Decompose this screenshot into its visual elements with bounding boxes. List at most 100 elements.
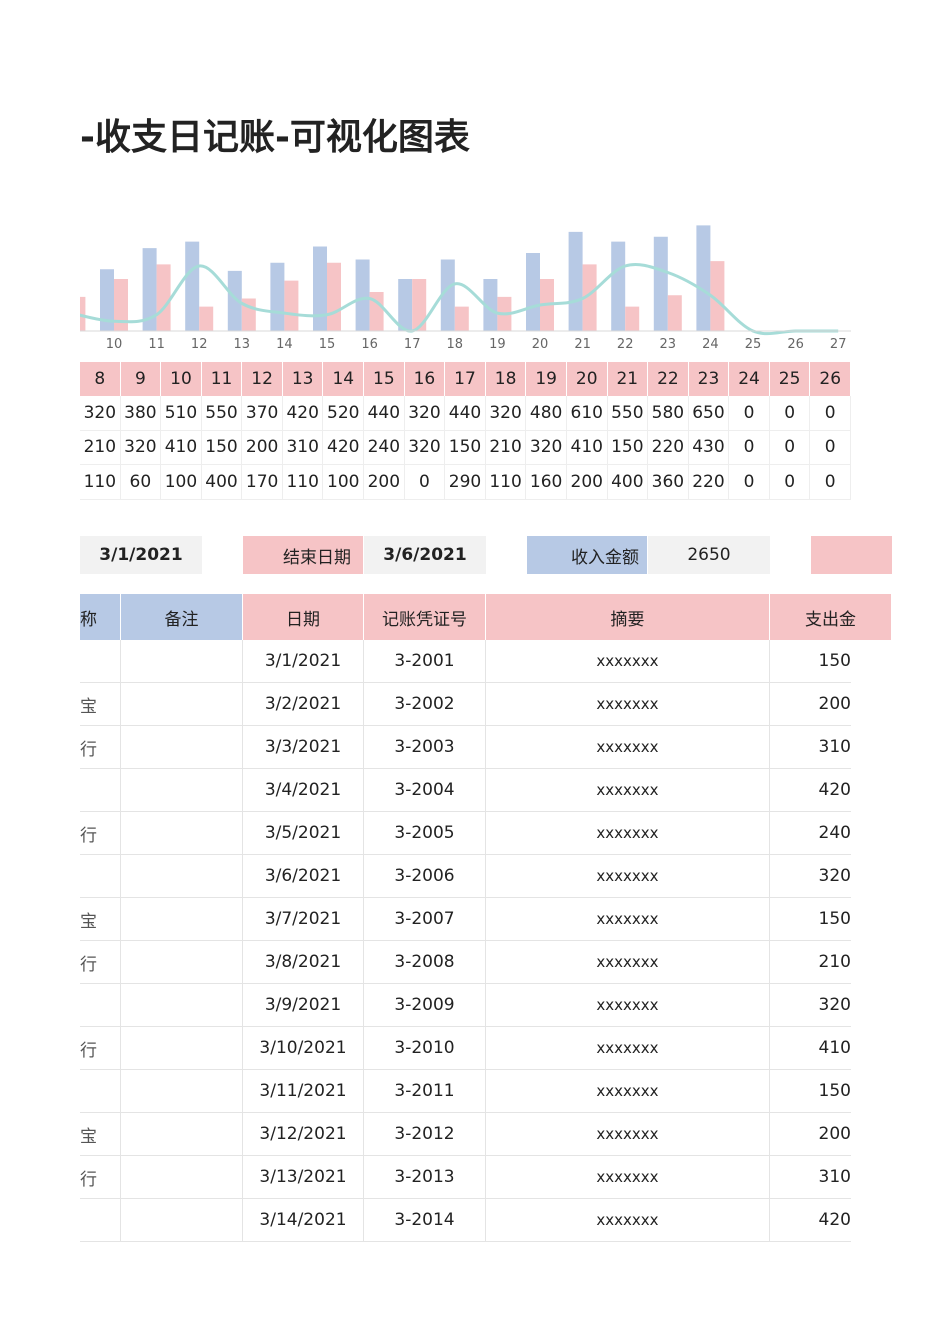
summary-cell: 200: [242, 430, 283, 465]
summary-cell: 220: [688, 465, 730, 500]
ledger-cell: 3-2001: [364, 640, 486, 683]
bar: [710, 261, 725, 331]
ledger-cell: 3-2008: [364, 941, 486, 984]
summary-cell: 420: [282, 396, 324, 431]
x-tick-label: 16: [361, 337, 378, 352]
x-tick-label: 10: [106, 337, 123, 352]
bar: [526, 253, 540, 331]
summary-header-cell: 14: [323, 362, 365, 396]
ledger-cell: 3-2003: [364, 726, 486, 769]
ledger-cell: xxxxxxx: [486, 769, 770, 812]
ledger-cell: 200: [770, 1113, 851, 1156]
ledger-cell: [121, 984, 243, 1027]
ledger-header: 备注: [121, 594, 243, 640]
ledger-cell: xxxxxxx: [486, 1027, 770, 1070]
summary-cell: 370: [242, 396, 283, 431]
ledger-cell: 3/3/2021: [243, 726, 364, 769]
summary-header-cell: 21: [607, 362, 649, 396]
bar: [156, 264, 171, 331]
x-tick-label: 18: [447, 337, 464, 352]
ledger-cell: 320: [770, 855, 851, 898]
summary-cell: 400: [607, 465, 649, 500]
bar: [667, 295, 682, 331]
bar: [582, 264, 597, 331]
ledger-cell: [80, 1070, 121, 1113]
ledger-cell: 3/13/2021: [243, 1156, 364, 1199]
summary-cell: 520: [323, 396, 365, 431]
summary-cell: 550: [607, 396, 649, 431]
summary-header-cell: 18: [485, 362, 527, 396]
ledger-cell: xxxxxxx: [486, 640, 770, 683]
summary-cell: 410: [161, 430, 202, 465]
ledger-cell: 150: [770, 640, 851, 683]
ledger-cell: 3-2005: [364, 812, 486, 855]
ledger-cell: [80, 1199, 121, 1242]
ledger-cell: 150: [770, 1070, 851, 1113]
ledger-cell: 320: [770, 984, 851, 1027]
ledger-cell: 310: [770, 726, 851, 769]
ledger-cell: 3-2010: [364, 1027, 486, 1070]
ledger-cell: 3-2002: [364, 683, 486, 726]
summary-cell: 170: [242, 465, 283, 500]
ledger-cell: [121, 1199, 243, 1242]
summary-cell: 0: [769, 430, 811, 465]
summary-cell: 320: [80, 396, 121, 431]
summary-cell: 290: [445, 465, 486, 500]
summary-cell: 150: [445, 430, 486, 465]
bar: [80, 296, 86, 331]
summary-header-cell: 15: [364, 362, 405, 396]
x-tick-label: 14: [276, 337, 293, 352]
line: [80, 263, 839, 336]
x-tick-label: 13: [234, 337, 251, 352]
ledger-cell: 150: [770, 898, 851, 941]
ledger-cell: 3/12/2021: [243, 1113, 364, 1156]
summary-header-cell: 8: [80, 362, 121, 396]
ledger-cell: 240: [770, 812, 851, 855]
summary-header-cell: 26: [810, 362, 851, 396]
ledger-cell: xxxxxxx: [486, 726, 770, 769]
ledger-cell: [121, 726, 243, 769]
summary-header-cell: 9: [120, 362, 162, 396]
summary-cell: 310: [282, 430, 324, 465]
ledger-cell: [121, 1113, 243, 1156]
summary-cell: 550: [201, 396, 243, 431]
summary-header-cell: 22: [648, 362, 689, 396]
ledger-cell: 行: [80, 726, 121, 769]
summary-cell: 0: [729, 465, 770, 500]
ledger-cell: 3/8/2021: [243, 941, 364, 984]
ledger-cell: 宝: [80, 898, 121, 941]
end-date: 3/6/2021: [364, 536, 486, 574]
summary-cell: 0: [810, 396, 851, 431]
summary-cell: 440: [364, 396, 405, 431]
ledger-cell: 3/6/2021: [243, 855, 364, 898]
ledger-cell: xxxxxxx: [486, 1070, 770, 1113]
summary-cell: 200: [364, 465, 405, 500]
summary-cell: 580: [648, 396, 689, 431]
summary-header-cell: 16: [404, 362, 446, 396]
bar: [284, 280, 299, 331]
bar: [568, 231, 583, 331]
bar: [696, 225, 711, 331]
ledger-cell: xxxxxxx: [486, 898, 770, 941]
ledger-cell: 210: [770, 941, 851, 984]
summary-cell: 510: [161, 396, 202, 431]
ledger-cell: 420: [770, 769, 851, 812]
bar: [327, 262, 341, 331]
x-tick-label: 20: [532, 337, 549, 352]
bar: [369, 292, 384, 331]
summary-cell: 320: [526, 430, 567, 465]
summary-cell: 0: [729, 396, 770, 431]
chart: 10 11 12 13 14 15 16 17 18 19 20 21 22 23 24 25 26 27: [80, 225, 851, 352]
ledger-cell: [121, 683, 243, 726]
bar: [227, 270, 242, 331]
ledger-cell: [121, 1156, 243, 1199]
summary-cell: 610: [566, 396, 608, 431]
ledger-cell: xxxxxxx: [486, 683, 770, 726]
summary-header-cell: 24: [729, 362, 770, 396]
ledger-cell: 3-2009: [364, 984, 486, 1027]
summary-header-cell: 25: [769, 362, 811, 396]
x-tick-label: 24: [702, 337, 719, 352]
ledger-header: 称: [80, 594, 121, 640]
ledger-cell: [121, 769, 243, 812]
start-date: 3/1/2021: [80, 536, 202, 574]
